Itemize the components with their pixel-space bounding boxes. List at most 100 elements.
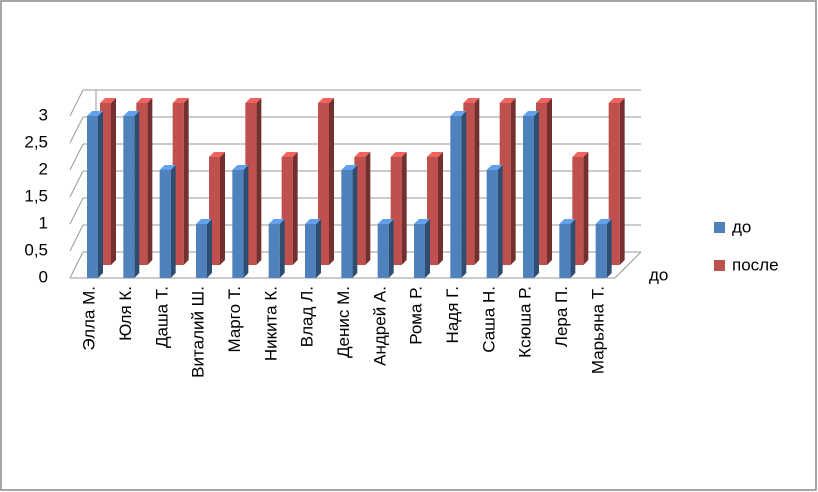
bar-top [100,98,116,103]
y-tick-label: 2,5 [24,132,48,151]
bar [268,224,280,278]
legend-swatch [714,260,725,271]
x-tick-label: Денис М. [334,286,353,358]
bar-top [450,111,467,116]
bar-top [523,111,539,116]
x-tick-label: Надя Г. [443,286,462,343]
bar-top [463,98,480,103]
bar-top [486,165,503,170]
bar-top [209,152,225,157]
bar-side [111,98,116,265]
bar-side [352,165,358,278]
bar-side [461,111,467,278]
bar-top [390,152,407,157]
y-tick-label: 1,5 [24,186,48,205]
y-tick-label: 3 [39,105,48,124]
bar-side [316,219,321,278]
bar-top [341,165,358,170]
bar [450,116,462,278]
bar [305,224,316,278]
x-tick-label: Марьяна Т. [588,286,607,374]
bar-side [170,165,176,278]
bar [523,116,534,278]
x-tick-label: Марго Т. [225,286,244,353]
bar-top [196,219,212,224]
bar [463,103,475,265]
grid-line [69,170,84,198]
bar-side [534,111,539,278]
bar-side [207,219,212,278]
bar-side [570,219,576,278]
bar [390,157,402,265]
x-tick-label: Даша Т. [152,286,171,348]
bar-side [438,152,443,265]
bar-side [147,98,153,265]
bar-side [183,98,189,265]
x-tick-label: Саша Н. [479,286,498,353]
bar-side [583,152,589,265]
bar [499,103,511,265]
bar-top [245,98,262,103]
x-tick-label: Виталий Ш. [189,286,208,378]
bar-side [388,219,394,278]
bar-side [425,219,430,278]
y-tick-label: 0 [39,267,48,286]
bar-top [305,219,321,224]
bar [281,157,293,265]
bar-side [619,98,625,265]
bar [377,224,389,278]
bar [209,157,220,265]
bar [486,170,498,278]
bar-top [536,98,552,103]
x-tick-label: Никита К. [261,286,280,361]
bar-side [292,152,298,265]
bar [354,157,366,265]
bar-top [268,219,285,224]
bar [414,224,425,278]
bar [123,116,135,278]
depth-axis-label: до [649,265,668,284]
bar-top [414,219,430,224]
bar-side [510,98,516,265]
floor-edge [614,251,642,279]
x-tick-label: Лера П. [552,286,571,347]
bar-side [220,152,225,265]
legend-label: после [732,255,779,274]
bar [172,103,184,265]
bar-top [499,98,516,103]
bar [318,103,329,265]
bar-top [232,165,249,170]
bar [245,103,257,265]
x-tick-label: Влад Л. [298,286,317,347]
bar [559,224,571,278]
grid-line [69,89,84,117]
bar-top [87,111,103,116]
bar-side [401,152,407,265]
x-tick-label: Андрей А. [370,286,389,366]
bar-top [354,152,371,157]
bar-top [172,98,189,103]
bar-side [134,111,140,278]
bar [427,157,438,265]
bar-top [559,219,576,224]
bar [100,103,111,265]
bar [159,170,171,278]
legend-label: до [732,217,751,236]
bar-top [572,152,589,157]
bar-top [608,98,625,103]
grid-line [69,116,84,144]
grid-line [69,143,84,171]
bar [87,116,98,278]
bar-side [497,165,503,278]
bar [136,103,148,265]
x-tick-label: Ксюша Р. [516,286,535,358]
bar-side [98,111,103,278]
bar-top [123,111,140,116]
bar-side [606,219,612,278]
bar [341,170,353,278]
legend-swatch [714,222,725,233]
bar-top [136,98,153,103]
bar-side [256,98,262,265]
